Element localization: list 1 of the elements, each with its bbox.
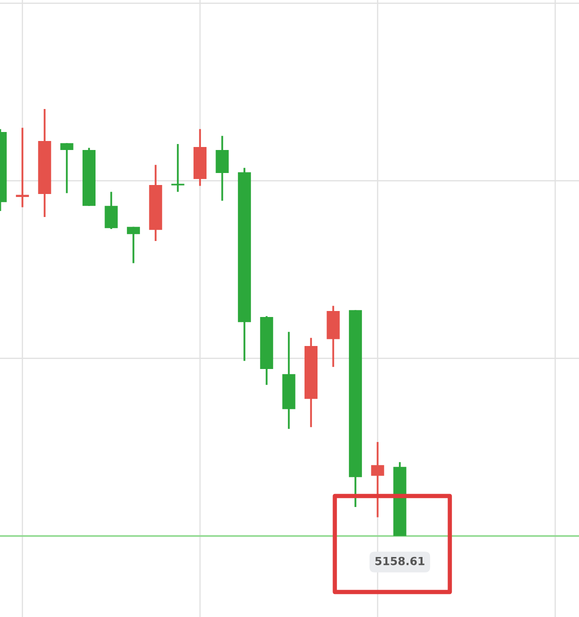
- text: 5158.61: [375, 556, 424, 566]
